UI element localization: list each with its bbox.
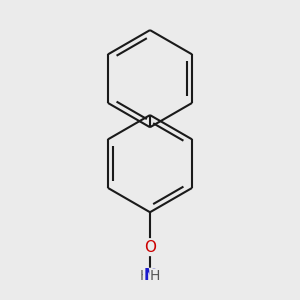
Text: H: H xyxy=(150,269,160,283)
Text: H: H xyxy=(140,269,150,283)
Text: O: O xyxy=(144,240,156,255)
Text: N: N xyxy=(144,268,156,284)
